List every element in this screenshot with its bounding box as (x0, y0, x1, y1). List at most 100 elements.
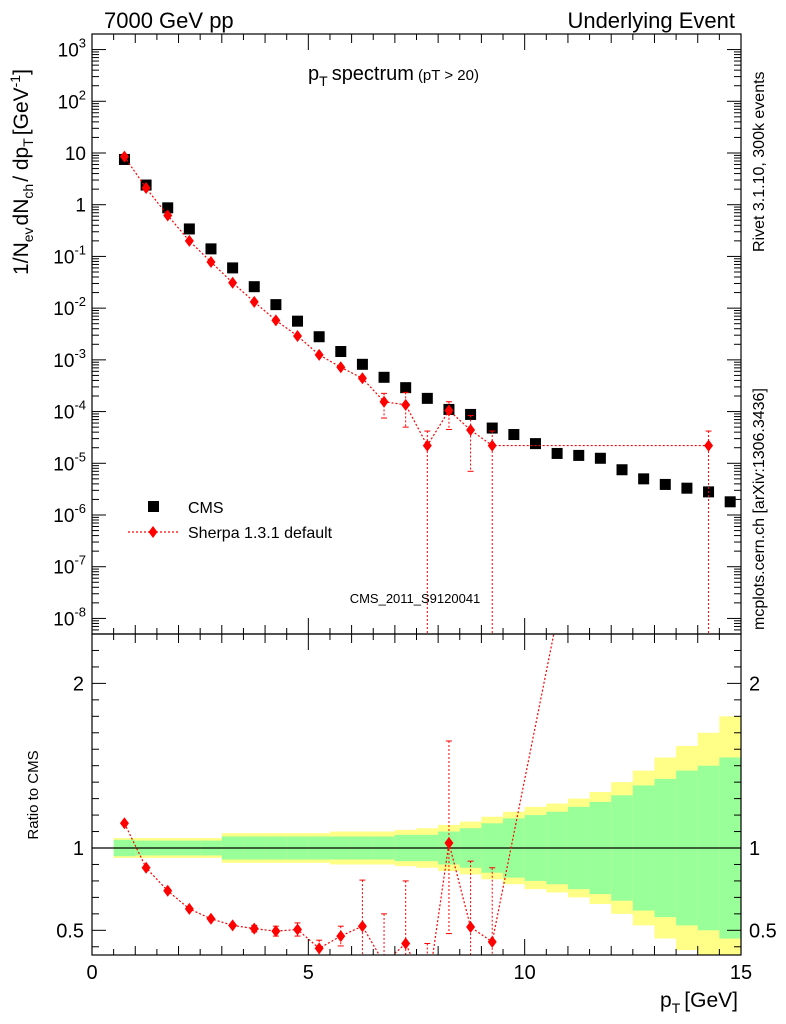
sherpa-point (206, 256, 216, 269)
cms-point (573, 449, 585, 461)
ratio-error-bar (359, 879, 366, 955)
cms-point (638, 473, 650, 485)
legend-entry-cms: CMS (148, 500, 224, 517)
cms-point (486, 422, 498, 434)
ratio-y-tick-label-right: 1 (749, 838, 760, 860)
y-tick-label: 10-4 (53, 398, 86, 424)
x-tick-label: 10 (514, 962, 536, 984)
sherpa-point (249, 295, 259, 308)
sherpa-point (487, 439, 497, 452)
ratio-point (401, 937, 411, 950)
ratio-point (163, 884, 173, 897)
ratio-y-tick-label-right: 2 (749, 673, 760, 695)
ratio-point (119, 817, 129, 830)
y-tick-label: 102 (58, 87, 86, 113)
sherpa-point (163, 209, 173, 222)
main-frame (91, 33, 742, 635)
y-tick-label: 10-5 (53, 449, 86, 475)
ratio-point (314, 942, 324, 955)
ratio-point (141, 861, 151, 874)
y-axis-title-main: 1/NevdNch/ dpT[GeV-1] (7, 69, 36, 275)
x-tick-label: 5 (303, 962, 314, 984)
cms-point (421, 392, 433, 404)
y-axis-title-ratio: Ratio to CMS (25, 750, 42, 839)
y-tick-label: 10-7 (53, 553, 86, 579)
ratio-error-bar (294, 922, 301, 937)
sherpa-point (293, 329, 303, 342)
sherpa-point (704, 439, 714, 452)
ratio-error-bar (402, 880, 409, 955)
cms-point (378, 371, 390, 383)
plot-title: pT spectrum (pT > 20) (308, 63, 479, 89)
legend-label-sherpa: Sherpa 1.3.1 default (188, 525, 333, 542)
cms-point (659, 478, 671, 490)
ratio-point (336, 930, 346, 943)
ratio-point (228, 919, 238, 932)
cms-point (335, 346, 347, 358)
cms-point (292, 315, 304, 327)
sherpa-point (466, 424, 476, 437)
x-tick-label: 0 (86, 962, 97, 984)
ratio-point (206, 912, 216, 925)
sherpa-point (184, 234, 194, 247)
main-series-clip (118, 150, 736, 634)
cms-point (356, 358, 368, 370)
legend-entry-sherpa: Sherpa 1.3.1 default (128, 525, 333, 542)
legend: CMS Sherpa 1.3.1 default (128, 500, 333, 542)
axes: 10-810-710-610-510-410-310-210-111010210… (53, 33, 777, 984)
ratio-point (466, 921, 476, 934)
sherpa-point (357, 372, 367, 385)
sherpa-point (228, 276, 238, 289)
y-tick-label: 10-1 (53, 242, 86, 268)
ratio-error-bar (381, 913, 388, 955)
cms-point (594, 452, 606, 464)
cms-point (183, 223, 195, 235)
sherpa-point (271, 314, 281, 327)
ratio-point (249, 922, 259, 935)
x-tick-label: 15 (730, 962, 752, 984)
sherpa-point (141, 182, 151, 195)
cms-point (681, 482, 693, 494)
y-tick-label: 10-3 (53, 346, 86, 372)
plot-title-p: p (308, 63, 319, 85)
sherpa-error-bar (705, 430, 712, 634)
side-label-mcplots: mcplots.cern.ch [arXiv:1306.3436] (751, 388, 768, 630)
ratio-point (271, 925, 281, 938)
sherpa-line (123, 156, 709, 447)
legend-marker-sherpa (148, 526, 158, 538)
x-axis-title: pT [GeV] (660, 989, 738, 1016)
y-tick-label: 10-6 (53, 501, 86, 527)
sherpa-point (336, 361, 346, 374)
ratio-y-tick-label-left: 0.5 (56, 920, 84, 942)
cms-point (465, 408, 477, 420)
cms-point (162, 202, 174, 214)
ratio-point (293, 923, 303, 936)
sherpa-point (379, 395, 389, 408)
cms-point (400, 382, 412, 394)
y-tick-label: 10-2 (53, 294, 86, 320)
legend-marker-cms (148, 501, 159, 512)
sherpa-error-bar (424, 430, 431, 634)
sherpa-point (119, 150, 129, 163)
analysis-id: CMS_2011_S9120041 (350, 591, 481, 606)
y-tick-label: 1 (75, 196, 86, 217)
legend-label-cms: CMS (188, 500, 224, 517)
sherpa-point (401, 398, 411, 411)
cms-point (270, 299, 282, 311)
side-label-rivet: Rivet 3.1.10, 300k events (751, 71, 768, 252)
cms-point (508, 429, 520, 441)
sherpa-point (314, 348, 324, 361)
ratio-error-bar (489, 867, 496, 955)
cms-point (551, 447, 563, 459)
ratio-series (119, 634, 555, 955)
plot-title-note: (pT > 20) (418, 67, 479, 84)
header-left: 7000 GeV pp (104, 8, 234, 33)
cms-point (205, 243, 217, 255)
cms-point (313, 331, 325, 343)
ratio-point (487, 935, 497, 948)
ratio-y-tick-label-left: 2 (73, 673, 84, 695)
cms-point (529, 438, 541, 450)
cms-point (248, 281, 260, 293)
y-tick-label: 103 (58, 36, 86, 62)
